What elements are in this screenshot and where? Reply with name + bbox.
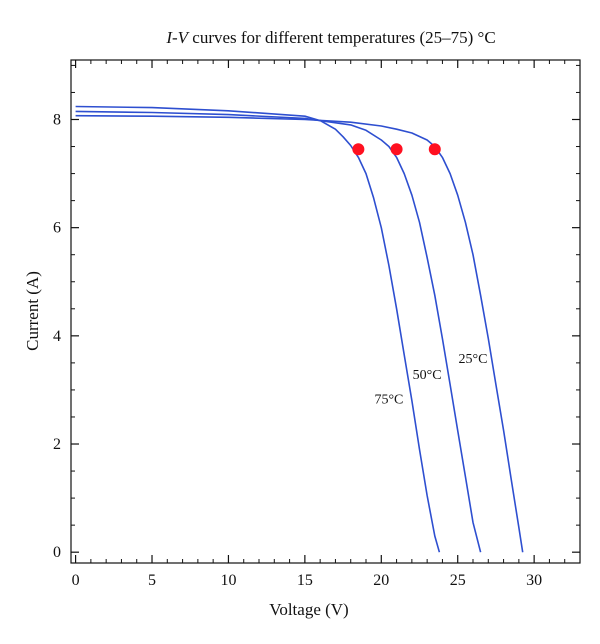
y-tick-label: 6 xyxy=(53,220,61,237)
y-tick-label: 2 xyxy=(53,436,61,453)
axis-ticks: 0 5 10 15 20 25 30 0 2 4 6 8 xyxy=(53,60,580,589)
mpp-marker-0 xyxy=(428,143,441,156)
y-tick-label: 8 xyxy=(53,111,61,128)
x-tick-label: 30 xyxy=(526,572,542,589)
x-tick-label: 20 xyxy=(373,572,389,589)
mpp-marker-1 xyxy=(390,143,403,156)
series-layer xyxy=(75,105,524,553)
series-annotations: 25°C 50°C 75°C xyxy=(374,352,487,408)
y-tick-label: 4 xyxy=(53,328,61,345)
series-annotation-1: 50°C xyxy=(413,368,442,383)
mpp-marker-2 xyxy=(352,143,365,156)
y-axis-label: Current (A) xyxy=(23,271,42,351)
y-tick-label: 0 xyxy=(53,544,61,561)
x-tick-label: 10 xyxy=(220,572,236,589)
series-line-2 xyxy=(75,105,441,553)
series-annotation-0: 25°C xyxy=(459,352,488,367)
series-line-1 xyxy=(75,110,482,553)
x-tick-label: 15 xyxy=(297,572,313,589)
series-annotation-2: 75°C xyxy=(374,392,403,407)
chart-title: I-V curves for different temperatures (2… xyxy=(165,28,495,47)
plot-frame xyxy=(70,59,581,564)
x-tick-label: 25 xyxy=(450,572,466,589)
mpp-markers xyxy=(352,143,441,156)
x-tick-label: 5 xyxy=(148,572,156,589)
x-tick-label: 0 xyxy=(72,572,80,589)
chart-title-italic: I-V xyxy=(165,28,190,47)
chart-title-rest: curves for different temperatures (25–75… xyxy=(188,28,496,47)
x-axis-label: Voltage (V) xyxy=(269,600,348,619)
series-line-0 xyxy=(75,114,524,553)
